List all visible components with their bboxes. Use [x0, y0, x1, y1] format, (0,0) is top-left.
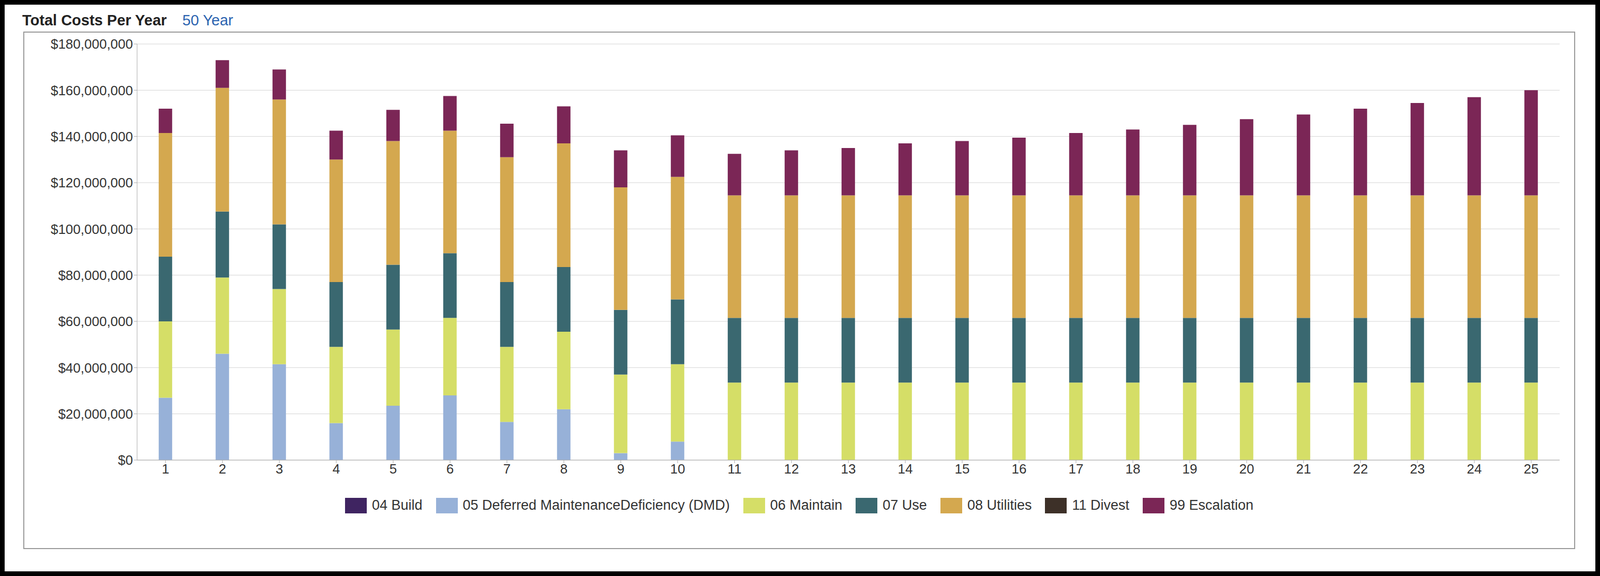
svg-text:21: 21	[1296, 460, 1312, 477]
svg-text:1: 1	[161, 460, 170, 477]
svg-text:$80,000,000: $80,000,000	[57, 267, 133, 283]
svg-text:$60,000,000: $60,000,000	[57, 313, 133, 330]
svg-text:9: 9	[617, 460, 625, 477]
html-text:50 Year: 50 Year	[182, 11, 234, 29]
svg-text:4: 4	[332, 460, 340, 477]
html-text:04 Build: 04 Build	[371, 497, 423, 513]
svg-text:22: 22	[1353, 460, 1369, 477]
svg-text:$180,000,000: $180,000,000	[50, 36, 133, 52]
svg-text:15: 15	[954, 460, 970, 477]
svg-text:$20,000,000: $20,000,000	[57, 406, 133, 422]
html-text:06 Maintain: 06 Maintain	[770, 497, 843, 513]
svg-text:8: 8	[560, 460, 568, 477]
html-text:08 Utilities: 08 Utilities	[967, 497, 1032, 513]
svg-text:20: 20	[1239, 460, 1255, 477]
svg-text:10: 10	[670, 460, 686, 477]
svg-text:$160,000,000: $160,000,000	[50, 82, 133, 99]
svg-text:2: 2	[218, 460, 227, 477]
html-text:11 Divest: 11 Divest	[1072, 497, 1130, 513]
svg-text:5: 5	[389, 460, 397, 477]
svg-text:$140,000,000: $140,000,000	[50, 128, 133, 145]
html-text:99 Escalation: 99 Escalation	[1169, 497, 1254, 513]
svg-text:$0: $0	[117, 452, 133, 468]
svg-text:18: 18	[1125, 460, 1141, 477]
html-text:07 Use: 07 Use	[882, 497, 927, 513]
svg-text:7: 7	[503, 460, 511, 477]
svg-text:16: 16	[1011, 460, 1027, 477]
svg-text:14: 14	[898, 460, 914, 477]
svg-text:12: 12	[784, 460, 800, 477]
svg-text:17: 17	[1068, 460, 1084, 477]
svg-text:$40,000,000: $40,000,000	[57, 360, 133, 376]
svg-text:13: 13	[841, 460, 857, 477]
svg-text:25: 25	[1523, 460, 1539, 477]
svg-text:24: 24	[1467, 460, 1483, 477]
svg-text:$120,000,000: $120,000,000	[50, 174, 133, 191]
svg-text:23: 23	[1410, 460, 1426, 477]
html-text:05 Deferred MaintenanceDeficie: 05 Deferred MaintenanceDeficiency (DMD)	[462, 497, 730, 513]
svg-text:19: 19	[1182, 460, 1198, 477]
svg-text:3: 3	[275, 460, 283, 477]
html-text:Total Costs Per Year: Total Costs Per Year	[22, 11, 167, 29]
svg-text:6: 6	[446, 460, 454, 477]
svg-text:$100,000,000: $100,000,000	[50, 221, 133, 237]
svg-text:11: 11	[727, 460, 742, 477]
